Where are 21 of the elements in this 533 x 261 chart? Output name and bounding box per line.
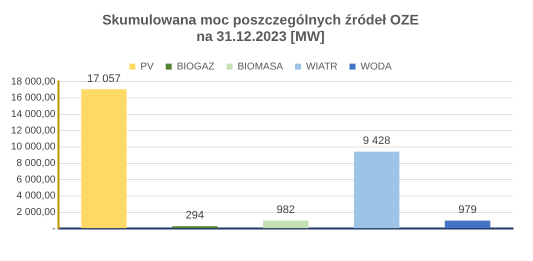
legend-label: WIATR — [306, 61, 338, 72]
y-tick-label: 12 000,00 — [10, 125, 56, 136]
data-label: 294 — [186, 210, 204, 222]
legend-label: BIOMASA — [237, 61, 284, 72]
legend-label: PV — [140, 61, 154, 72]
y-tick-label: 4 000,00 — [16, 190, 56, 202]
y-tick-label: - — [52, 223, 56, 234]
legend-label: WODA — [360, 61, 392, 72]
data-label: 17 057 — [87, 72, 121, 85]
y-tick-label: 6 000,00 — [16, 174, 56, 186]
y-tick-label: 16 000,00 — [10, 92, 56, 104]
chart-title: Skumulowana moc poszczególnych źródeł OZE na 31.12.2023 [MW] — [102, 11, 419, 44]
legend-label: BIOGAZ — [176, 61, 214, 72]
data-label: 979 — [458, 204, 477, 216]
y-tick-label: 10 000,00 — [10, 142, 56, 153]
y-tick-label: 8 000,00 — [16, 158, 56, 170]
y-tick-label: 18 000,00 — [10, 76, 56, 88]
data-label: 982 — [276, 204, 295, 216]
data-label: 9 428 — [362, 135, 390, 148]
y-tick-label: 14 000,00 — [10, 109, 56, 120]
y-tick-label: 2 000,00 — [16, 207, 56, 218]
